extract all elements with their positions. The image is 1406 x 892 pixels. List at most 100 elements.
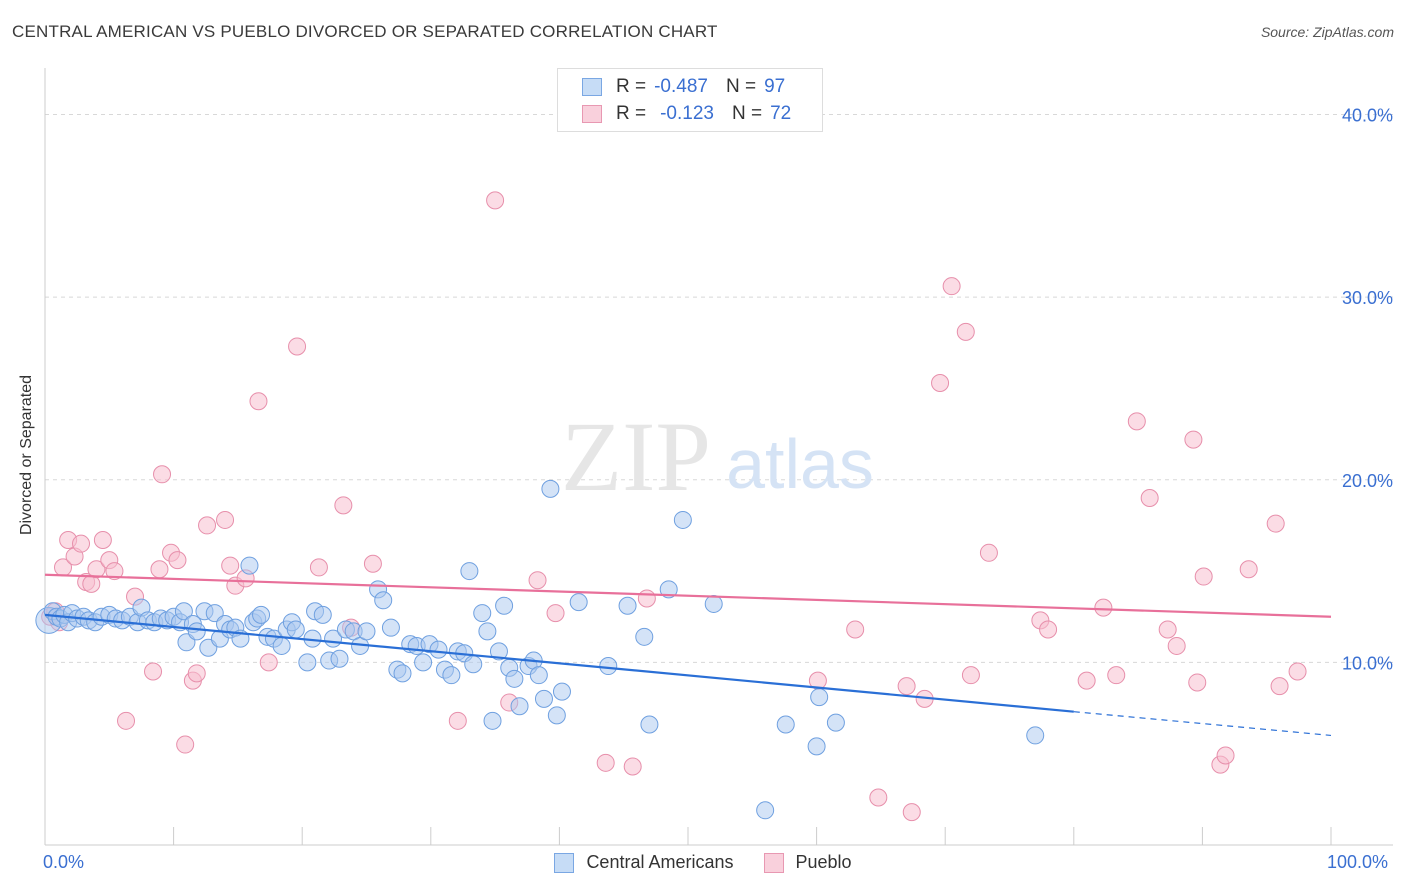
pueblo-point bbox=[596, 753, 615, 772]
correlation-legend: R = -0.487 N = 97 R = -0.123 N = 72 bbox=[557, 68, 823, 132]
pueblo-point bbox=[334, 496, 353, 515]
pueblo-point bbox=[869, 788, 888, 807]
pueblo-point bbox=[897, 677, 916, 696]
axis-layer bbox=[44, 68, 1393, 846]
central-americans-point bbox=[673, 510, 692, 529]
series-swatch-blue bbox=[554, 852, 575, 873]
legend-r-value: -0.487 bbox=[654, 76, 708, 97]
pueblo-point bbox=[363, 554, 382, 573]
central-americans-point bbox=[174, 602, 193, 621]
central-americans-point bbox=[659, 580, 678, 599]
central-americans-point bbox=[505, 669, 524, 688]
pueblo-point bbox=[931, 373, 950, 392]
central-americans-point bbox=[187, 622, 206, 641]
pueblo-point bbox=[93, 531, 112, 550]
y-tick-label: 10.0% bbox=[1342, 653, 1393, 673]
central-americans-point bbox=[640, 715, 659, 734]
central-americans-point bbox=[510, 697, 529, 716]
pueblo-point bbox=[846, 620, 865, 639]
pueblo-point bbox=[528, 571, 547, 590]
pueblo-point bbox=[961, 666, 980, 685]
central-americans-trend-line bbox=[44, 613, 1074, 713]
pueblo-point bbox=[902, 803, 921, 822]
y-tick-label: 30.0% bbox=[1342, 288, 1393, 308]
central-americans-point bbox=[1026, 726, 1045, 745]
series-label-pueblo: Pueblo bbox=[795, 852, 852, 872]
central-americans-trend-extension bbox=[1073, 711, 1332, 737]
central-americans-point bbox=[810, 688, 829, 707]
pueblo-point bbox=[198, 516, 217, 535]
central-americans-point bbox=[429, 640, 448, 659]
pueblo-point bbox=[144, 662, 163, 681]
central-americans-point bbox=[298, 653, 317, 672]
central-americans-point bbox=[381, 618, 400, 637]
pueblo-point bbox=[288, 337, 307, 356]
pueblo-point bbox=[1094, 598, 1113, 617]
trend-lines bbox=[44, 573, 1332, 737]
pueblo-point bbox=[105, 562, 124, 581]
central-americans-point bbox=[776, 715, 795, 734]
legend-n-label: N = bbox=[731, 103, 763, 124]
central-americans-point bbox=[272, 636, 291, 655]
central-americans-point bbox=[473, 604, 492, 623]
central-americans-point bbox=[534, 689, 553, 708]
central-americans-point bbox=[205, 604, 224, 623]
pueblo-point bbox=[448, 711, 467, 730]
pueblo-point bbox=[187, 664, 206, 683]
chart-title: CENTRAL AMERICAN VS PUEBLO DIVORCED OR S… bbox=[12, 22, 718, 41]
central-americans-point bbox=[495, 596, 514, 615]
pueblo-trend-line bbox=[44, 573, 1332, 618]
pueblo-point bbox=[259, 653, 278, 672]
central-americans-point bbox=[414, 653, 433, 672]
pueblo-point bbox=[150, 560, 169, 579]
central-americans-points bbox=[35, 479, 1045, 820]
pueblo-point bbox=[72, 534, 91, 553]
series-swatch-pink bbox=[763, 852, 784, 873]
pueblo-point bbox=[1270, 677, 1289, 696]
central-americans-point bbox=[826, 713, 845, 732]
series-legend-central-americans: Central Americans bbox=[554, 852, 734, 873]
source-label: Source: ZipAtlas.com bbox=[1260, 24, 1394, 40]
legend-r-label: R = bbox=[616, 103, 647, 124]
pueblo-point bbox=[117, 711, 136, 730]
pueblo-point bbox=[1194, 567, 1213, 586]
pueblo-point bbox=[1266, 514, 1285, 533]
legend-row-pueblo: R = -0.123 N = 72 bbox=[582, 102, 791, 126]
legend-r-label: R = bbox=[616, 76, 647, 97]
pueblo-point bbox=[309, 558, 328, 577]
central-americans-point bbox=[635, 627, 654, 646]
pueblo-point bbox=[637, 589, 656, 608]
pueblo-point bbox=[1077, 671, 1096, 690]
legend-n-value: 97 bbox=[764, 76, 786, 97]
central-americans-point bbox=[541, 479, 560, 498]
pueblo-point bbox=[1184, 430, 1203, 449]
pueblo-point bbox=[87, 560, 106, 579]
central-americans-point bbox=[252, 605, 271, 624]
watermark-atlas: atlas bbox=[726, 425, 874, 503]
y-axis-title: Divorced or Separated bbox=[18, 374, 35, 536]
y-tick-labels: 10.0% 20.0% 30.0% 40.0% bbox=[1342, 106, 1393, 674]
pueblo-point bbox=[1216, 746, 1235, 765]
central-americans-point bbox=[489, 642, 508, 661]
central-americans-point bbox=[483, 711, 502, 730]
pueblo-point bbox=[1140, 489, 1159, 508]
central-americans-point bbox=[756, 801, 775, 820]
pueblo-point bbox=[1127, 412, 1146, 431]
legend-r-value: -0.123 bbox=[660, 103, 714, 124]
series-legend-pueblo: Pueblo bbox=[763, 852, 852, 873]
central-americans-point bbox=[529, 666, 548, 685]
central-americans-point bbox=[807, 737, 826, 756]
central-americans-point bbox=[442, 666, 461, 685]
pueblo-point bbox=[486, 191, 505, 210]
watermark-zip: ZIP bbox=[561, 401, 711, 512]
central-americans-point bbox=[357, 622, 376, 641]
pueblo-point bbox=[979, 543, 998, 562]
central-americans-point bbox=[464, 655, 483, 674]
pueblo-point bbox=[1239, 560, 1258, 579]
pueblo-point bbox=[1288, 662, 1307, 681]
central-americans-point bbox=[313, 605, 332, 624]
central-americans-point bbox=[618, 596, 637, 615]
pueblo-point bbox=[942, 277, 961, 296]
x-tick-label-max: 100.0% bbox=[1327, 852, 1389, 872]
